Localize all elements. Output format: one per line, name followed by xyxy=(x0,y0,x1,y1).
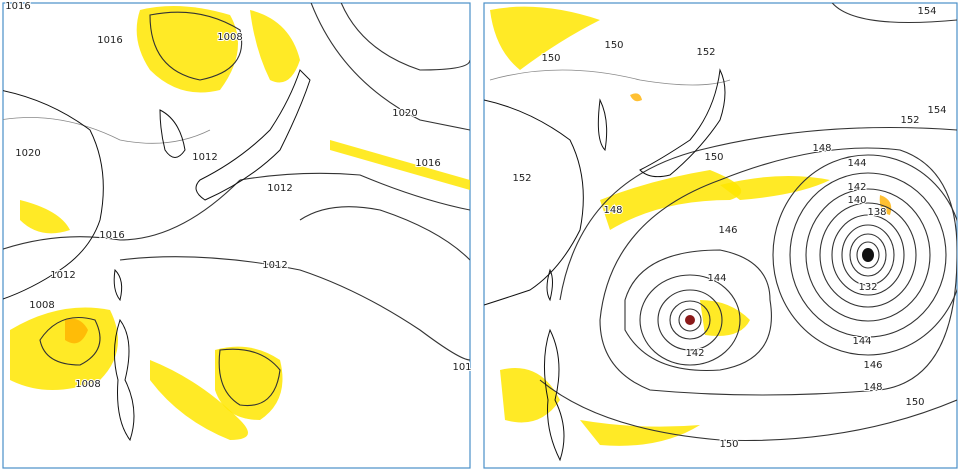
contour-labels: 1016 1016 1008 1020 1012 1016 1020 1012 1016 1012… xyxy=(4,0,947,451)
contour-label: 1016 xyxy=(415,158,440,169)
contour-label: 148 xyxy=(863,382,882,393)
contour-label: 154 xyxy=(917,6,936,17)
contour-label: 142 xyxy=(847,182,866,193)
contour-label: 148 xyxy=(603,205,622,216)
contour-label: 152 xyxy=(512,173,531,184)
contour-label: 152 xyxy=(696,47,715,58)
contour-label: 150 xyxy=(704,152,723,163)
contour-label: 1008 xyxy=(75,379,100,390)
typhoon-west xyxy=(639,274,741,366)
contour-label: 1012 xyxy=(267,183,292,194)
contour-label: 142 xyxy=(685,348,704,359)
contour-label: 101 xyxy=(452,362,471,373)
contour-label: 1016 xyxy=(97,35,122,46)
contour-label: 132 xyxy=(858,282,877,293)
contour-label: 150 xyxy=(541,53,560,64)
contour-label: 150 xyxy=(604,40,623,51)
left-map xyxy=(3,3,470,442)
contour-label: 140 xyxy=(847,195,866,206)
contour-label: 146 xyxy=(863,360,882,371)
contour-label: 1012 xyxy=(50,270,75,281)
contour-label: 148 xyxy=(812,143,831,154)
contour-label: 1012 xyxy=(262,260,287,271)
contour-label: 144 xyxy=(847,158,866,169)
contour-label: 152 xyxy=(900,115,919,126)
right-map xyxy=(484,3,957,462)
contour-label: 154 xyxy=(927,105,946,116)
contour-label: 1008 xyxy=(29,300,54,311)
contour-label: 1016 xyxy=(5,1,30,12)
contour-label: 144 xyxy=(707,273,726,284)
contour-label: 1020 xyxy=(392,108,417,119)
contour-label: 150 xyxy=(719,439,738,450)
typhoon-east xyxy=(772,154,957,356)
contour-label: 1020 xyxy=(15,148,40,159)
contour-label: 1008 xyxy=(217,32,242,43)
contour-label: 144 xyxy=(852,336,871,347)
contour-label: 146 xyxy=(718,225,737,236)
contour-label: 1016 xyxy=(99,230,124,241)
contour-label: 138 xyxy=(867,207,886,218)
contour-label: 1012 xyxy=(192,152,217,163)
contour-label: 150 xyxy=(905,397,924,408)
